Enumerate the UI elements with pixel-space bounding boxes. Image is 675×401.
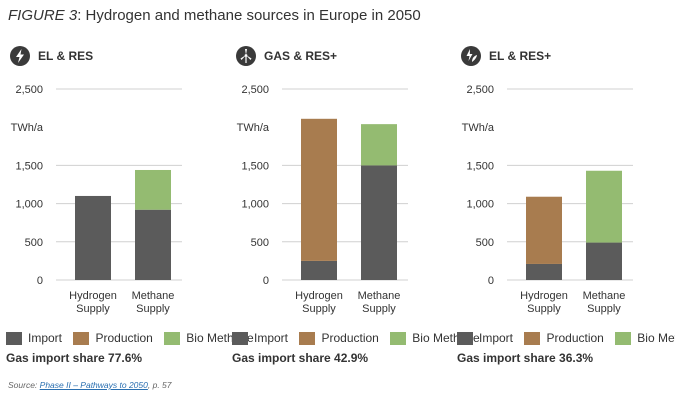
x-category-label: Supply [302,303,336,315]
x-category-label: Supply [527,303,561,315]
y-tick-label: 0 [37,275,43,287]
x-category-label: Hydrogen [295,290,343,302]
figure-text: : Hydrogen and methane sources in Europe… [77,7,421,24]
legend-label: Production [321,331,379,345]
y-tick-label: 1,000 [15,199,43,211]
legend-item-bio-methane: Bio Methane [615,331,675,345]
legend: Import Production Bio Methane [6,331,261,347]
legend-swatch-production [73,331,90,345]
bar-import [75,195,111,280]
legend-swatch-production [299,331,316,345]
figure-title: FIGURE 3: Hydrogen and methane sources i… [8,7,421,24]
lightning-plant-icon [461,46,481,66]
scenario-title: GAS & RES+ [264,49,338,63]
y-tick-label: 500 [476,237,494,249]
x-category-label: Hydrogen [520,290,568,302]
chart-panel-el-res-plus: EL & RES+ 0 500 1,000 1,500 2,500 TWh/a Hydrog… [457,36,675,366]
gas-import-share: Gas import share 36.3% [457,351,594,365]
x-category-label: Supply [362,303,396,315]
x-category-label: Hydrogen [69,290,117,302]
figure-label: FIGURE 3 [8,7,78,24]
y-tick-label: 500 [25,237,43,249]
bar-bio-methane [586,170,622,243]
legend-label: Production [95,331,153,345]
legend-item-production: Production [524,331,604,345]
bar-bio-methane [361,124,397,166]
x-category-label: Methane [358,290,401,302]
legend-item-production: Production [299,331,379,345]
y-tick-label: 2,500 [241,84,269,96]
y-tick-label: 1,500 [241,160,269,172]
y-tick-label: 500 [251,237,269,249]
gas-import-share: Gas import share 77.6% [6,351,143,365]
y-tick-label: 2,500 [15,84,43,96]
y-tick-label: 1,000 [466,199,494,211]
y-tick-label: 1,500 [466,160,494,172]
legend-item-import: Import [6,331,62,345]
source-note: Source: Phase II – Pathways to 2050, p. … [8,380,172,390]
x-category-label: Supply [136,303,170,315]
chart-panel-el-res: EL & RES 0 500 1,000 1,500 2,500 TWh/a Hydroge… [6,36,254,366]
bar-import [301,260,337,280]
chart-plot: 05001,0001,5002,500TWh/aHydrogenSupplyMe… [462,84,633,315]
legend-label: Import [254,331,289,345]
legend-swatch-production [524,331,541,345]
bar-import [135,209,171,280]
chart-panel-gas-res-plus: GAS & RES+ 0 500 1,000 1,500 2,500 TWh/a Hydro… [232,36,480,366]
bar-production [301,118,337,261]
legend-item-import: Import [232,331,288,345]
source-suffix: , p. 57 [147,380,172,390]
legend-swatch-import [232,331,248,345]
x-category-label: Supply [587,303,621,315]
wind-turbine-icon [236,46,256,66]
lightning-icon [10,46,30,66]
legend-swatch-import [6,331,22,345]
y-tick-label: 0 [488,275,494,287]
source-prefix: Source: [8,380,40,390]
gas-import-share: Gas import share 42.9% [232,351,369,365]
legend: Import Production Bio Methane [232,331,487,347]
x-category-label: Methane [583,290,626,302]
legend-label: Import [479,331,514,345]
bar-import [526,263,562,280]
scenario-title: EL & RES [38,49,94,63]
legend-item-import: Import [457,331,513,345]
legend-swatch-import [457,331,473,345]
y-axis-unit: TWh/a [11,122,44,134]
legend-item-production: Production [73,331,153,345]
y-axis-unit: TWh/a [237,122,270,134]
legend: Import Production Bio Methane [457,331,675,347]
bar-import [586,242,622,280]
bar-bio-methane [135,169,171,210]
x-category-label: Methane [132,290,175,302]
scenario-title: EL & RES+ [489,49,552,63]
legend-swatch-bio-methane [615,331,632,345]
legend-label: Bio Methane [637,331,675,345]
chart-plot: 05001,0001,5002,500TWh/aHydrogenSupplyMe… [237,84,408,315]
y-tick-label: 2,500 [466,84,494,96]
y-tick-label: 0 [263,275,269,287]
chart-plot: 05001,0001,5002,500TWh/aHydrogenSupplyMe… [11,84,182,315]
legend-swatch-bio-methane [390,331,407,345]
source-link[interactable]: Phase II – Pathways to 2050 [39,380,148,390]
legend-label: Import [28,331,63,345]
y-tick-label: 1,000 [241,199,269,211]
y-axis-unit: TWh/a [462,122,495,134]
bar-production [526,196,562,264]
bar-import [361,165,397,280]
x-category-label: Supply [76,303,110,315]
y-tick-label: 1,500 [15,160,43,172]
legend-swatch-bio-methane [164,331,181,345]
legend-label: Production [546,331,604,345]
